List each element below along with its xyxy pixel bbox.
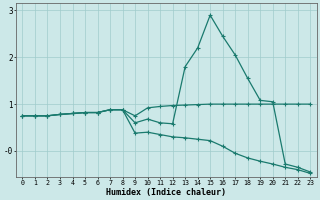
X-axis label: Humidex (Indice chaleur): Humidex (Indice chaleur): [106, 188, 226, 197]
